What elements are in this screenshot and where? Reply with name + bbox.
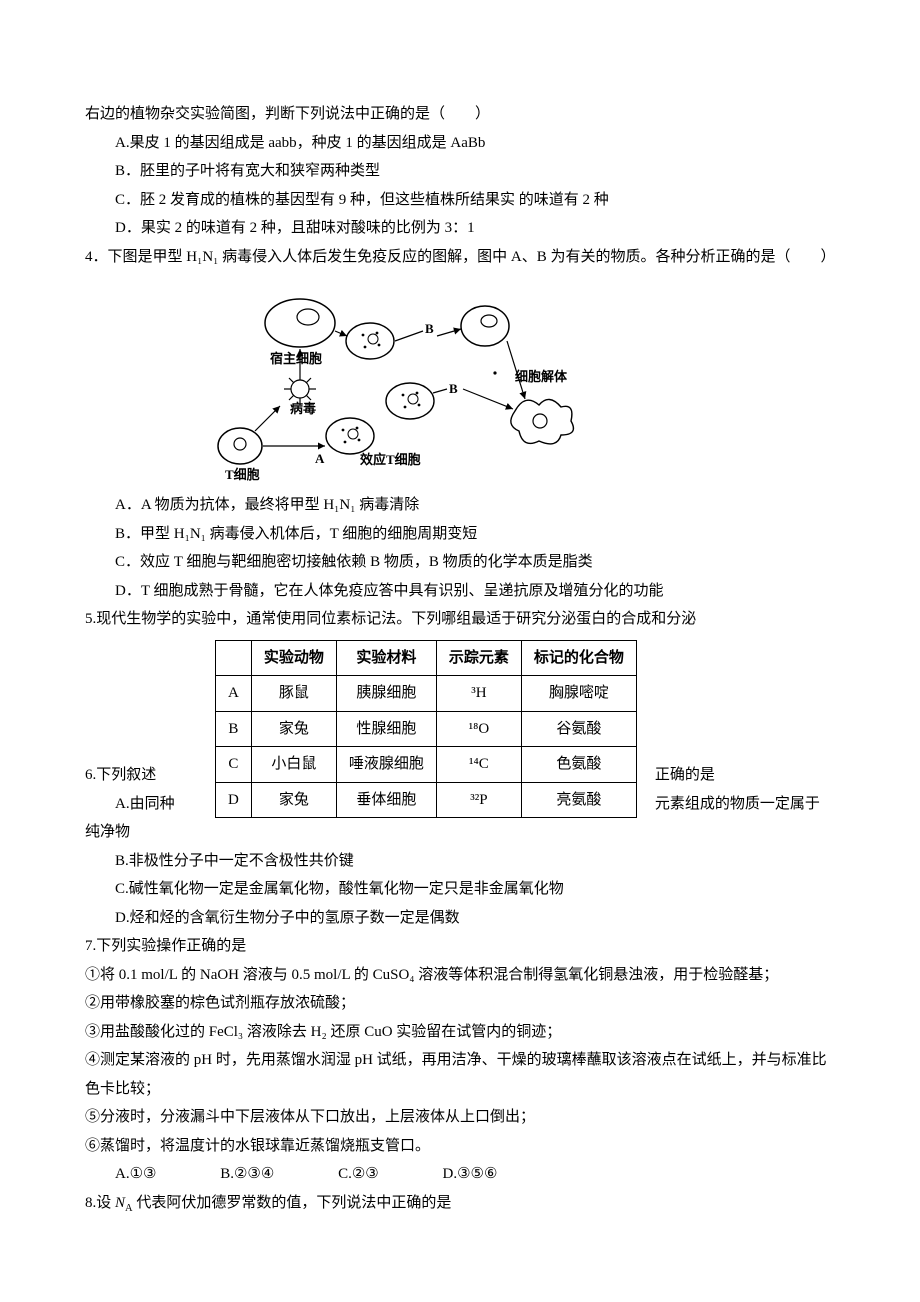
q8-pre: 8.设 bbox=[85, 1195, 111, 1211]
q7-item-5: ⑤分液时，分液漏斗中下层液体从下口放出，上层液体从上口倒出； bbox=[85, 1103, 835, 1132]
cell: ¹⁸O bbox=[436, 711, 521, 747]
q6-stem-right: 正确的是 bbox=[655, 761, 835, 790]
q4-diagram: 宿主细胞 病毒 T细胞 A bbox=[195, 281, 595, 481]
cell: ³²P bbox=[436, 782, 521, 818]
q8-post: 代表阿伏加德罗常数的值，下列说法中正确的是 bbox=[136, 1195, 451, 1211]
intro-opt-c: C．胚 2 发育成的植株的基因型有 9 种，但这些植株所结果实 的味道有 2 种 bbox=[85, 186, 835, 215]
cell: ³H bbox=[436, 676, 521, 712]
cell: 谷氨酸 bbox=[521, 711, 636, 747]
table-header-row: 实验动物 实验材料 示踪元素 标记的化合物 bbox=[216, 640, 637, 676]
cell: ¹⁴C bbox=[436, 747, 521, 783]
table-row: C 小白鼠 唾液腺细胞 ¹⁴C 色氨酸 bbox=[216, 747, 637, 783]
cell: 色氨酸 bbox=[521, 747, 636, 783]
q6-opt-a-right: 元素组成的物质一定属于 bbox=[655, 790, 835, 819]
label-virus: 病毒 bbox=[290, 401, 316, 416]
th-tracer: 示踪元素 bbox=[436, 640, 521, 676]
q7-options: A.①③ B.②③④ C.②③ D.③⑤⑥ bbox=[85, 1160, 835, 1189]
table-row: B 家兔 性腺细胞 ¹⁸O 谷氨酸 bbox=[216, 711, 637, 747]
label-B2: B bbox=[449, 381, 458, 396]
q6-opt-d: D.烃和烃的含氧衍生物分子中的氢原子数一定是偶数 bbox=[85, 904, 835, 933]
cell: 家兔 bbox=[251, 782, 336, 818]
th-blank bbox=[216, 640, 252, 676]
cell: C bbox=[216, 747, 252, 783]
q8-stem: 8.设 NA 代表阿伏加德罗常数的值，下列说法中正确的是 bbox=[85, 1189, 835, 1219]
q4-stem: 4．下图是甲型 H₁N₁ 病毒侵入人体后发生免疫反应的图解，图中 A、B 为有关… bbox=[85, 243, 835, 272]
q7-item-3: ③用盐酸酸化过的 FeCl₃ 溶液除去 H₂ 还原 CuO 实验留在试管内的铜迹… bbox=[85, 1018, 835, 1047]
q7-opt-c: C.②③ bbox=[338, 1160, 379, 1189]
q6-opt-b: B.非极性分子中一定不含极性共价键 bbox=[85, 847, 835, 876]
label-host: 宿主细胞 bbox=[270, 351, 322, 366]
label-lysis: 细胞解体 bbox=[515, 369, 568, 384]
q6-opt-c: C.碱性氧化物一定是金属氧化物，酸性氧化物一定只是非金属氧化物 bbox=[85, 875, 835, 904]
q4-opt-d: D．T 细胞成熟于骨髓，它在人体免疫应答中具有识别、呈递抗原及增殖分化的功能 bbox=[85, 577, 835, 606]
cell: 胰腺细胞 bbox=[336, 676, 436, 712]
cell: B bbox=[216, 711, 252, 747]
q4-opt-b: B．甲型 H₁N₁ 病毒侵入机体后，T 细胞的细胞周期变短 bbox=[85, 520, 835, 549]
cell: 家兔 bbox=[251, 711, 336, 747]
cell: 豚鼠 bbox=[251, 676, 336, 712]
label-effT: 效应T细胞 bbox=[360, 452, 421, 467]
q6-opt-a-left: A.由同种 bbox=[85, 790, 215, 819]
q4-opt-a: A．A 物质为抗体，最终将甲型 H₁N₁ 病毒清除 bbox=[85, 491, 835, 520]
table-row: A 豚鼠 胰腺细胞 ³H 胸腺嘧啶 bbox=[216, 676, 637, 712]
th-animal: 实验动物 bbox=[251, 640, 336, 676]
table-row: D 家兔 垂体细胞 ³²P 亮氨酸 bbox=[216, 782, 637, 818]
q7-opt-a: A.①③ bbox=[115, 1160, 156, 1189]
q7-stem: 7.下列实验操作正确的是 bbox=[85, 932, 835, 961]
q8-sub: A bbox=[125, 1203, 133, 1214]
cell: 亮氨酸 bbox=[521, 782, 636, 818]
cell: A bbox=[216, 676, 252, 712]
intro-opt-a: A.果皮 1 的基因组成是 aabb，种皮 1 的基因组成是 AaBb bbox=[85, 129, 835, 158]
q6-opt-a-tail: 纯净物 bbox=[85, 818, 835, 847]
intro-stem: 右边的植物杂交实验简图，判断下列说法中正确的是（ ） bbox=[85, 100, 835, 129]
q7-item-2: ②用带橡胶塞的棕色试剂瓶存放浓硫酸； bbox=[85, 989, 835, 1018]
q8-var: N bbox=[115, 1195, 125, 1211]
q5-table: 实验动物 实验材料 示踪元素 标记的化合物 A 豚鼠 胰腺细胞 ³H 胸腺嘧啶 … bbox=[215, 640, 637, 819]
cell: D bbox=[216, 782, 252, 818]
exam-page: 右边的植物杂交实验简图，判断下列说法中正确的是（ ） A.果皮 1 的基因组成是… bbox=[0, 0, 920, 1278]
q7-opt-d: D.③⑤⑥ bbox=[443, 1160, 498, 1189]
cell: 胸腺嘧啶 bbox=[521, 676, 636, 712]
cell: 垂体细胞 bbox=[336, 782, 436, 818]
cell: 唾液腺细胞 bbox=[336, 747, 436, 783]
label-A: A bbox=[315, 451, 325, 466]
q7-item-6: ⑥蒸馏时，将温度计的水银球靠近蒸馏烧瓶支管口。 bbox=[85, 1132, 835, 1161]
label-B1: B bbox=[425, 321, 434, 336]
q6-stem-left: 6.下列叙述 bbox=[85, 761, 215, 790]
cell: 性腺细胞 bbox=[336, 711, 436, 747]
th-material: 实验材料 bbox=[336, 640, 436, 676]
q4-opt-c: C．效应 T 细胞与靶细胞密切接触依赖 B 物质，B 物质的化学本质是脂类 bbox=[85, 548, 835, 577]
q5-stem: 5.现代生物学的实验中，通常使用同位素标记法。下列哪组最适于研究分泌蛋白的合成和… bbox=[85, 605, 835, 634]
q7-item-4: ④测定某溶液的 pH 时，先用蒸馏水润湿 pH 试纸，再用洁净、干燥的玻璃棒蘸取… bbox=[85, 1046, 835, 1103]
label-tcell: T细胞 bbox=[225, 467, 260, 481]
cell: 小白鼠 bbox=[251, 747, 336, 783]
q7-opt-b: B.②③④ bbox=[220, 1160, 274, 1189]
intro-opt-d: D．果实 2 的味道有 2 种，且甜味对酸味的比例为 3：1 bbox=[85, 214, 835, 243]
intro-opt-b: B．胚里的子叶将有宽大和狭窄两种类型 bbox=[85, 157, 835, 186]
th-compound: 标记的化合物 bbox=[521, 640, 636, 676]
q7-item-1: ①将 0.1 mol/L 的 NaOH 溶液与 0.5 mol/L 的 CuSO… bbox=[85, 961, 835, 990]
